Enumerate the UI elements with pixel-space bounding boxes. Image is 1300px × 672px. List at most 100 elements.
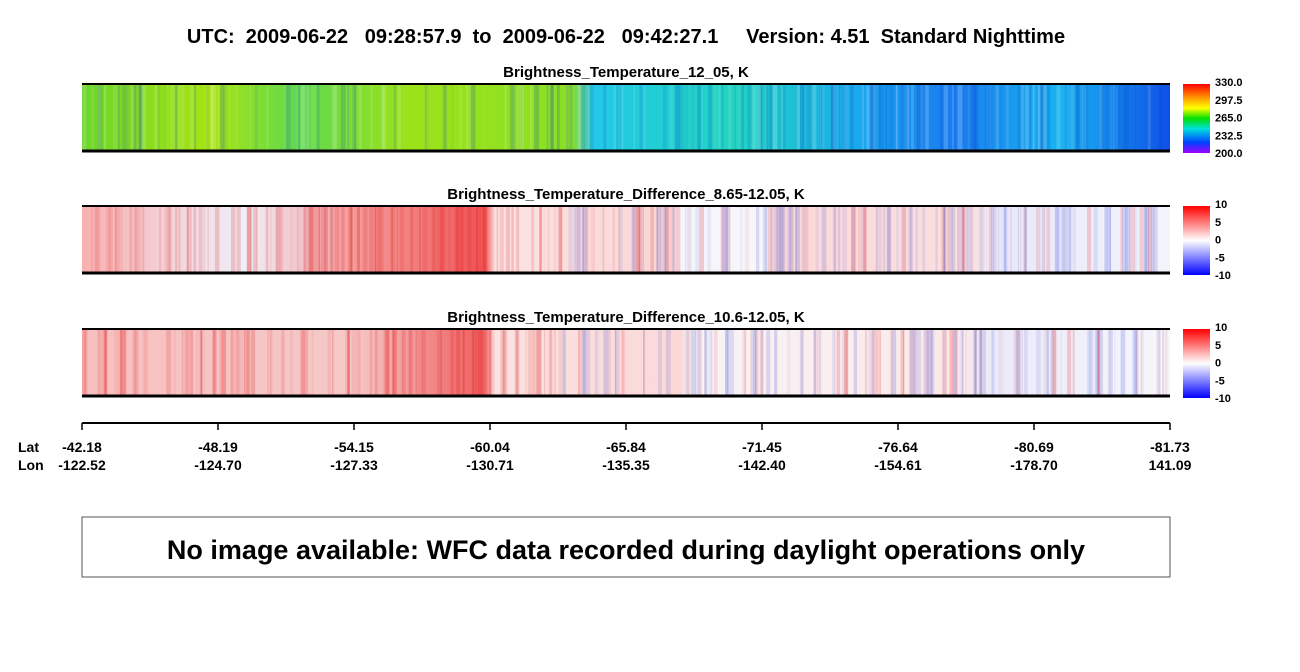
texture: [511, 206, 514, 273]
colorbar-label: 0: [1215, 358, 1221, 370]
texture: [250, 329, 256, 396]
texture: [358, 84, 362, 151]
texture: [1100, 84, 1104, 151]
texture: [689, 84, 693, 151]
texture: [282, 84, 286, 151]
texture: [615, 84, 621, 151]
texture: [902, 329, 905, 396]
texture: [821, 84, 823, 151]
texture: [517, 84, 522, 151]
texture: [795, 206, 797, 273]
texture: [311, 329, 314, 396]
texture: [1125, 206, 1131, 273]
texture: [347, 329, 350, 396]
texture: [1043, 206, 1046, 273]
texture: [246, 206, 251, 273]
texture: [539, 206, 542, 273]
texture: [489, 329, 491, 396]
texture: [747, 84, 751, 151]
texture: [422, 206, 428, 273]
texture: [1002, 206, 1008, 273]
lat-value: -48.19: [198, 439, 238, 455]
texture: [941, 206, 946, 273]
texture: [459, 84, 462, 151]
texture: [324, 206, 328, 273]
texture: [853, 329, 858, 396]
texture: [979, 329, 982, 396]
texture: [534, 84, 540, 151]
texture: [621, 329, 625, 396]
texture: [663, 206, 667, 273]
texture: [1069, 206, 1071, 273]
texture: [409, 329, 413, 396]
texture: [583, 84, 588, 151]
texture: [965, 206, 969, 273]
texture: [1036, 206, 1041, 273]
texture: [973, 329, 978, 396]
texture: [317, 206, 321, 273]
texture: [787, 206, 791, 273]
texture: [786, 329, 791, 396]
texture: [173, 84, 175, 151]
texture: [1032, 84, 1034, 151]
texture: [923, 84, 926, 151]
texture: [851, 206, 856, 273]
texture: [757, 84, 761, 151]
texture: [922, 206, 926, 273]
texture: [697, 84, 701, 151]
texture: [1013, 329, 1018, 396]
texture: [250, 206, 253, 273]
texture: [726, 329, 732, 396]
texture: [1036, 329, 1041, 396]
texture: [911, 84, 914, 151]
lat-value: -71.45: [742, 439, 782, 455]
texture: [870, 84, 875, 151]
texture: [198, 206, 202, 273]
texture: [378, 206, 381, 273]
texture: [203, 329, 205, 396]
texture: [656, 206, 662, 273]
texture: [82, 84, 87, 151]
texture: [212, 329, 215, 396]
texture: [597, 329, 599, 396]
texture: [961, 329, 964, 396]
texture: [725, 329, 730, 396]
texture: [1113, 84, 1115, 151]
texture: [1003, 206, 1006, 273]
texture: [725, 329, 729, 396]
texture: [796, 84, 800, 151]
texture: [966, 84, 970, 151]
texture: [963, 84, 966, 151]
texture: [886, 206, 892, 273]
texture: [380, 84, 384, 151]
texture: [881, 84, 885, 151]
texture: [300, 84, 302, 151]
texture: [200, 329, 203, 396]
texture: [565, 84, 569, 151]
texture: [1019, 206, 1022, 273]
texture: [351, 206, 353, 273]
texture: [602, 206, 605, 273]
texture: [952, 84, 954, 151]
lat-value: -81.73: [1150, 439, 1190, 455]
texture: [530, 84, 532, 151]
texture: [175, 84, 178, 151]
texture: [833, 206, 836, 273]
texture: [665, 329, 671, 396]
texture: [91, 84, 94, 151]
texture: [778, 84, 781, 151]
texture: [762, 206, 767, 273]
texture: [459, 206, 464, 273]
texture: [841, 206, 847, 273]
texture: [128, 84, 131, 151]
texture: [844, 329, 848, 396]
texture: [374, 206, 376, 273]
texture: [942, 329, 947, 396]
texture: [443, 84, 448, 151]
texture: [1159, 84, 1163, 151]
texture: [579, 206, 582, 273]
texture: [864, 329, 868, 396]
texture: [119, 329, 123, 396]
texture: [370, 84, 373, 151]
texture: [449, 329, 455, 396]
